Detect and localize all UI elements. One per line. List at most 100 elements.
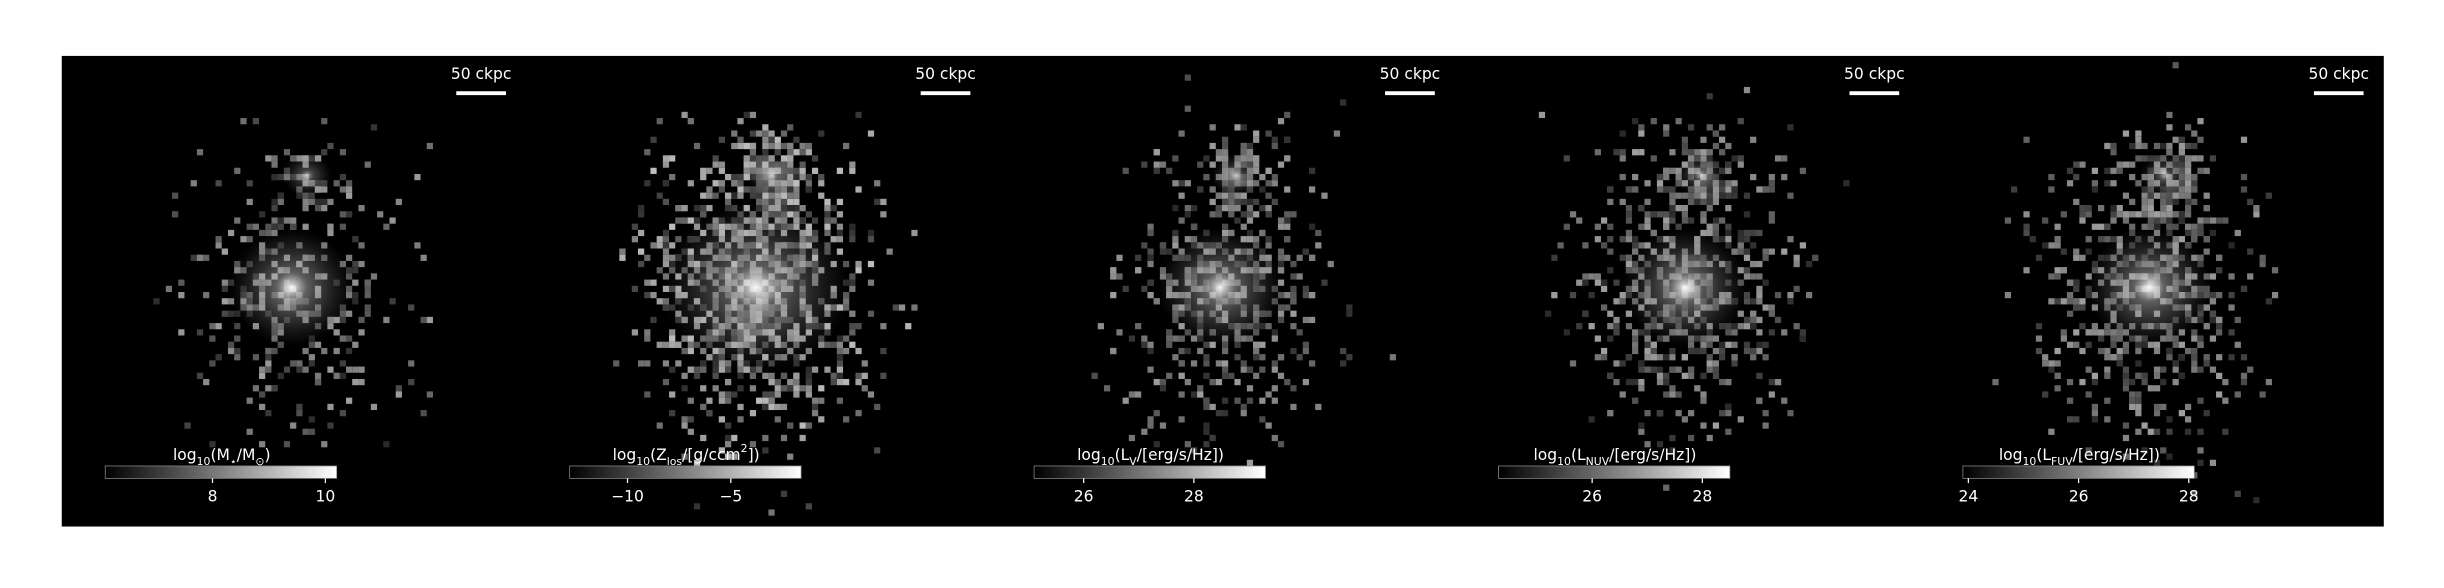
pixel bbox=[2184, 192, 2192, 199]
pixel bbox=[1215, 149, 1222, 156]
pixel bbox=[2166, 198, 2173, 206]
pixel bbox=[1259, 229, 1266, 237]
label-part: /[g/ccm bbox=[682, 446, 741, 464]
pixel bbox=[1184, 205, 1191, 212]
pixel bbox=[2191, 142, 2198, 150]
pixel bbox=[339, 211, 346, 218]
pixel bbox=[1725, 192, 1732, 199]
pixel bbox=[1290, 310, 1297, 317]
pixel bbox=[662, 248, 670, 255]
pixel bbox=[681, 111, 688, 119]
pixel bbox=[1215, 378, 1222, 386]
pixel bbox=[327, 229, 334, 237]
label-part: NUV bbox=[1586, 455, 1610, 468]
pixel bbox=[1159, 422, 1167, 429]
pixel bbox=[1346, 354, 1353, 361]
pixel bbox=[2160, 217, 2167, 224]
pixel bbox=[830, 236, 837, 243]
pixel bbox=[2091, 403, 2098, 411]
pixel bbox=[662, 360, 670, 367]
pixel bbox=[2129, 198, 2136, 206]
pixel bbox=[302, 428, 309, 435]
pixel bbox=[1302, 341, 1309, 348]
pixel bbox=[681, 217, 688, 224]
pixel bbox=[2104, 329, 2111, 336]
pixel bbox=[768, 142, 775, 150]
pixel bbox=[2247, 198, 2254, 206]
pixel bbox=[1259, 397, 1266, 404]
pixel bbox=[1700, 217, 1707, 224]
pixel bbox=[227, 341, 235, 348]
pixel bbox=[1706, 434, 1713, 442]
pixel bbox=[358, 260, 365, 268]
pixel bbox=[843, 416, 850, 423]
pixel bbox=[1681, 354, 1688, 361]
pixel bbox=[867, 310, 875, 317]
pixel bbox=[1246, 217, 1254, 224]
pixel bbox=[2216, 329, 2223, 336]
pixel bbox=[1663, 391, 1670, 398]
pixel bbox=[1600, 279, 1608, 286]
label-part: (L bbox=[2036, 446, 2051, 464]
pixel bbox=[1184, 378, 1191, 386]
pixel bbox=[1743, 267, 1751, 274]
pixel bbox=[867, 130, 875, 137]
pixel bbox=[867, 229, 875, 237]
pixel bbox=[2191, 335, 2198, 342]
pixel bbox=[1650, 155, 1657, 162]
pixel bbox=[811, 403, 819, 411]
pixel bbox=[2153, 217, 2161, 224]
pixel bbox=[321, 205, 328, 212]
pixel bbox=[768, 509, 775, 516]
pixel bbox=[836, 378, 844, 386]
pixel bbox=[2160, 366, 2167, 373]
pixel bbox=[805, 366, 812, 373]
pixel bbox=[308, 198, 315, 206]
pixel bbox=[265, 410, 272, 417]
pixel bbox=[2122, 385, 2130, 392]
pixel bbox=[1271, 136, 1278, 143]
pixel bbox=[1209, 378, 1216, 386]
pixel bbox=[793, 173, 800, 181]
pixel bbox=[1687, 434, 1695, 442]
pixel bbox=[1706, 229, 1713, 237]
pixel bbox=[780, 434, 788, 442]
label-part: ) bbox=[264, 446, 270, 464]
pixel bbox=[2066, 298, 2074, 305]
pixel bbox=[1656, 180, 1664, 187]
pixel bbox=[2178, 155, 2185, 162]
pixel bbox=[693, 366, 701, 373]
pixel bbox=[681, 205, 688, 212]
pixel bbox=[1843, 180, 1850, 187]
pixel bbox=[327, 223, 334, 230]
pixel bbox=[1209, 211, 1216, 218]
pixel bbox=[2048, 242, 2055, 249]
pixel bbox=[1277, 254, 1285, 261]
colorbar bbox=[1033, 465, 1266, 479]
pixel bbox=[2228, 354, 2235, 361]
pixel bbox=[1284, 304, 1291, 311]
pixel bbox=[1153, 149, 1160, 156]
pixel bbox=[1632, 329, 1639, 336]
pixel bbox=[1172, 205, 1179, 212]
pixel bbox=[1663, 167, 1670, 174]
pixel bbox=[1687, 192, 1695, 199]
pixel bbox=[2073, 341, 2080, 348]
pixel bbox=[1656, 410, 1664, 417]
pixel bbox=[1644, 341, 1651, 348]
pixel bbox=[234, 335, 241, 342]
pixel bbox=[2098, 347, 2105, 355]
pixel bbox=[731, 391, 738, 398]
pixel bbox=[1719, 136, 1726, 143]
pixel bbox=[1172, 229, 1179, 237]
pixel bbox=[1737, 155, 1744, 162]
pixel bbox=[2197, 428, 2204, 435]
pixel bbox=[1768, 180, 1775, 187]
pixel bbox=[2191, 329, 2198, 336]
pixel bbox=[1271, 385, 1278, 392]
pixel bbox=[1687, 366, 1695, 373]
pixel bbox=[2166, 217, 2173, 224]
pixel bbox=[1135, 254, 1142, 261]
pixel bbox=[2271, 267, 2279, 274]
